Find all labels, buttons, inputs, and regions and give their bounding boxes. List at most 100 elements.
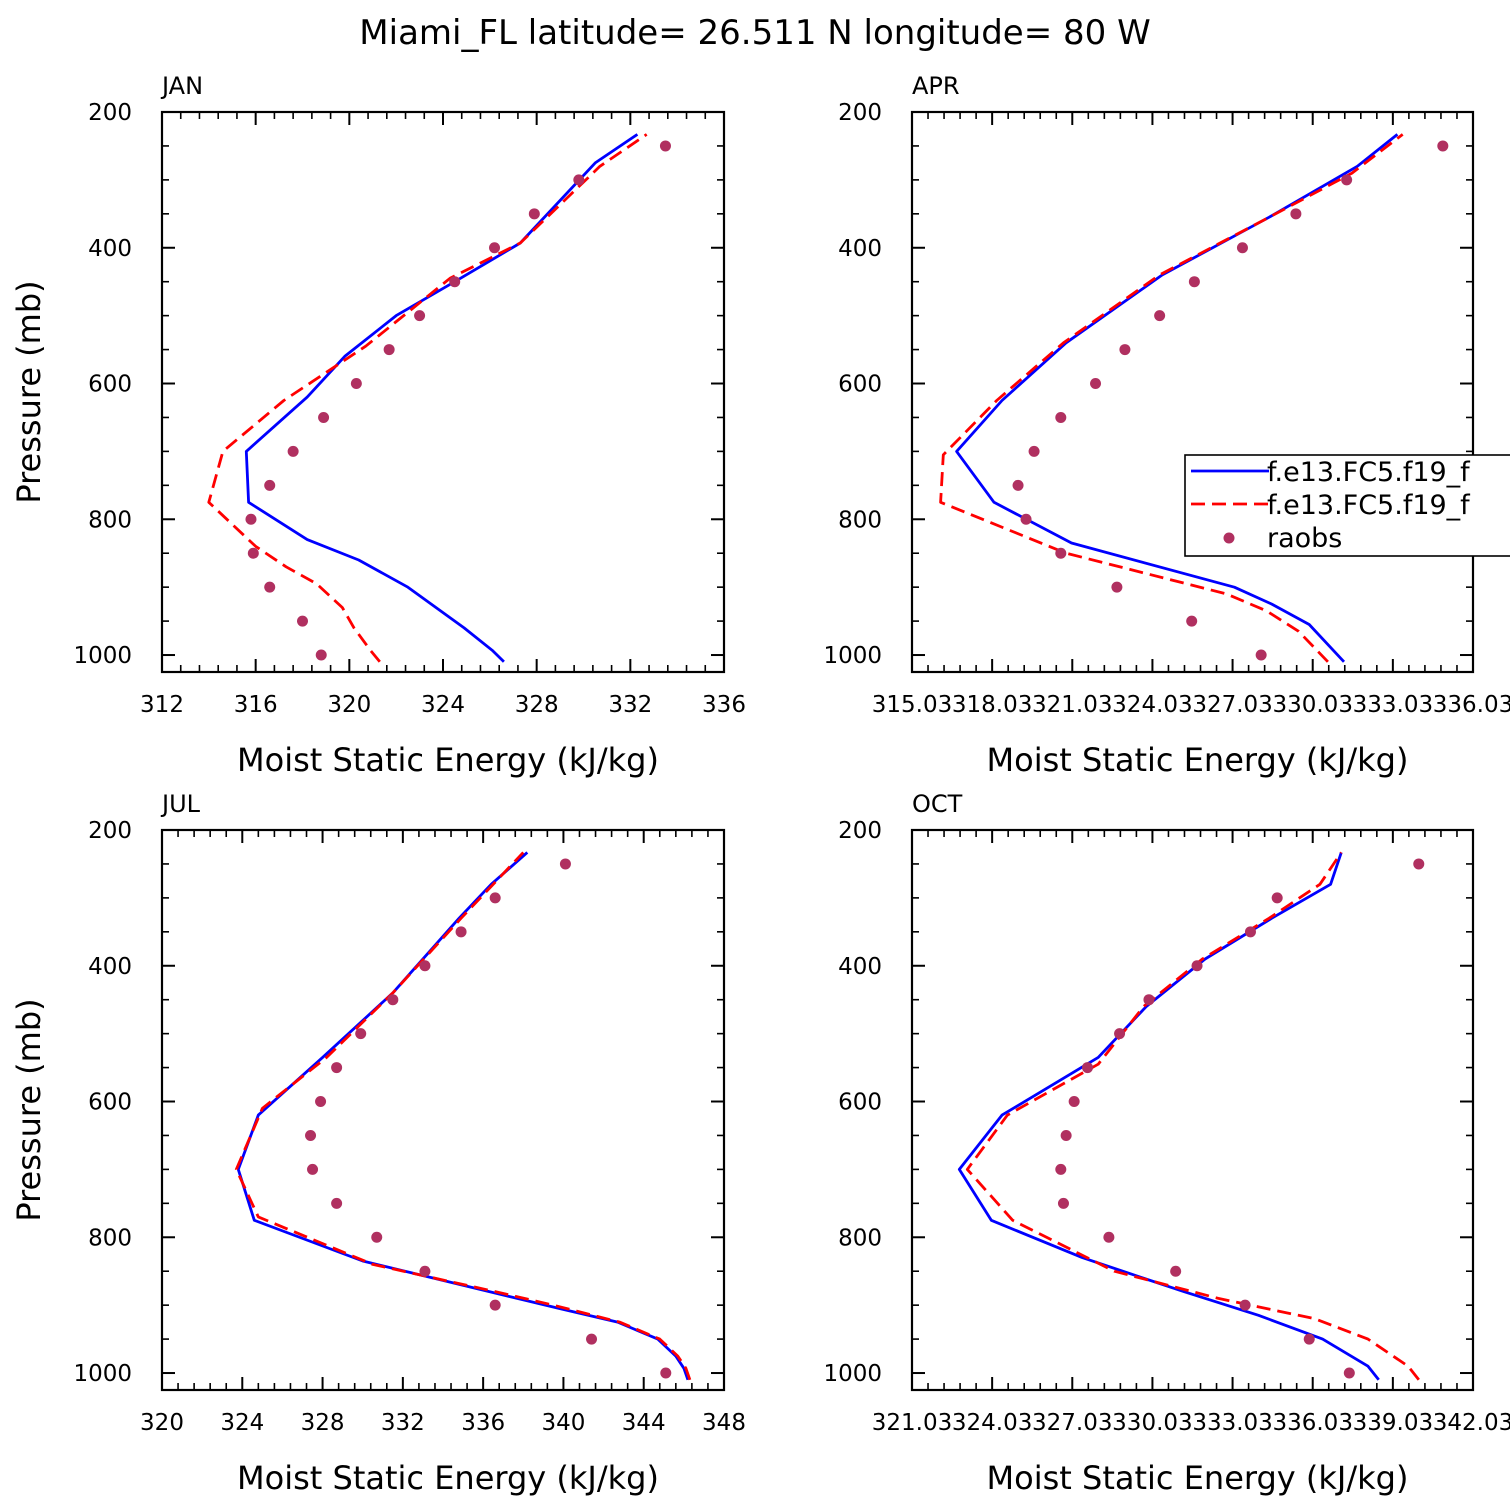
x-axis-title: Moist Static Energy (kJ/kg) bbox=[237, 1459, 659, 1497]
x-axis-title: Moist Static Energy (kJ/kg) bbox=[987, 1459, 1409, 1497]
raobs-point bbox=[1020, 513, 1032, 525]
x-tick-label: 327.03 bbox=[1192, 692, 1272, 718]
raobs-point bbox=[371, 1231, 383, 1243]
raobs-point bbox=[455, 926, 467, 938]
raobs-point bbox=[419, 1265, 431, 1277]
raobs-point bbox=[1271, 892, 1283, 904]
y-tick-label: 800 bbox=[88, 507, 132, 533]
raobs-point bbox=[1437, 140, 1449, 152]
raobs-point bbox=[331, 1062, 343, 1074]
x-tick-label: 344 bbox=[622, 1410, 666, 1436]
x-tick-label: 332 bbox=[608, 692, 652, 718]
raobs-point bbox=[1090, 378, 1102, 390]
raobs-point bbox=[1290, 208, 1302, 220]
x-tick-label: 318.03 bbox=[952, 692, 1032, 718]
y-tick-label: 200 bbox=[838, 100, 882, 126]
raobs-point bbox=[1239, 1299, 1251, 1311]
x-tick-label: 342.03 bbox=[1433, 1410, 1510, 1436]
raobs-point bbox=[350, 378, 362, 390]
y-tick-label: 1000 bbox=[823, 1361, 882, 1387]
series-raobs bbox=[1012, 140, 1449, 661]
x-tick-label: 327.03 bbox=[1032, 1410, 1112, 1436]
panels: JAN 312 316 320 324 328 332 336 200 400 600 800 1000… bbox=[10, 72, 1510, 1497]
y-tick-label: 600 bbox=[88, 372, 132, 398]
raobs-point bbox=[489, 242, 501, 254]
series-line-solid bbox=[244, 133, 639, 663]
raobs-point bbox=[355, 1028, 367, 1040]
raobs-point bbox=[659, 140, 671, 152]
y-tick-label: 400 bbox=[88, 236, 132, 262]
panel-title: JUL bbox=[160, 790, 201, 818]
raobs-point bbox=[1343, 1367, 1355, 1379]
figure-title: Miami_FL latitude= 26.511 N longitude= 8… bbox=[359, 13, 1150, 53]
series-line-solid bbox=[955, 133, 1399, 663]
x-tick-label: 336.03 bbox=[1272, 1410, 1352, 1436]
panel-title: OCT bbox=[912, 790, 963, 818]
panel-jul: JUL 320 324 328 332 336 340 344 348 200 400 600 800 1… bbox=[10, 790, 746, 1497]
y-tick-label: 400 bbox=[88, 954, 132, 980]
series-raobs bbox=[1055, 858, 1425, 1379]
x-tick-label: 324 bbox=[421, 692, 465, 718]
legend-label: f.e13.FC5.f19_f bbox=[1267, 457, 1471, 488]
raobs-point bbox=[264, 479, 276, 491]
panel-title: APR bbox=[912, 72, 960, 100]
y-tick-label: 600 bbox=[838, 372, 882, 398]
raobs-point bbox=[1236, 242, 1248, 254]
y-tick-label: 1000 bbox=[73, 643, 132, 669]
raobs-point bbox=[1255, 649, 1267, 661]
raobs-point bbox=[1055, 411, 1067, 423]
y-axis-title: Pressure (mb) bbox=[10, 280, 48, 503]
y-tick-label: 600 bbox=[88, 1090, 132, 1116]
raobs-point bbox=[1413, 858, 1425, 870]
series-line-dashed bbox=[234, 851, 692, 1381]
x-tick-label: 324.03 bbox=[952, 1410, 1032, 1436]
x-tick-label: 333.03 bbox=[1353, 692, 1433, 718]
raobs-point bbox=[1186, 615, 1198, 627]
raobs-point bbox=[264, 581, 276, 593]
raobs-point bbox=[1191, 960, 1203, 972]
series-line-solid bbox=[236, 851, 690, 1381]
raobs-point bbox=[528, 208, 540, 220]
plot-frame bbox=[910, 110, 1475, 674]
series-line-dashed bbox=[965, 851, 1420, 1381]
raobs-point bbox=[1170, 1265, 1182, 1277]
x-tick-label: 340 bbox=[541, 1410, 585, 1436]
x-tick-label: 339.03 bbox=[1353, 1410, 1433, 1436]
y-axis-title: Pressure (mb) bbox=[10, 998, 48, 1221]
raobs-point bbox=[1303, 1333, 1315, 1345]
raobs-point bbox=[383, 344, 395, 356]
raobs-point bbox=[318, 411, 330, 423]
raobs-point bbox=[559, 858, 571, 870]
plot-frame bbox=[160, 110, 726, 674]
y-tick-label: 1000 bbox=[823, 643, 882, 669]
y-tick-label: 200 bbox=[88, 100, 132, 126]
x-tick-label: 336 bbox=[461, 1410, 505, 1436]
raobs-point bbox=[1188, 276, 1200, 288]
raobs-point bbox=[287, 445, 299, 457]
x-tick-label: 336 bbox=[702, 692, 746, 718]
series-line-dashed bbox=[207, 133, 648, 663]
x-tick-label: 321.03 bbox=[1032, 692, 1112, 718]
raobs-point bbox=[1028, 445, 1040, 457]
raobs-point bbox=[387, 994, 399, 1006]
plot-frame bbox=[160, 828, 726, 1392]
x-tick-label: 328 bbox=[515, 692, 559, 718]
raobs-point bbox=[414, 310, 426, 322]
raobs-point bbox=[449, 276, 461, 288]
raobs-point bbox=[1154, 310, 1166, 322]
raobs-point bbox=[1082, 1062, 1094, 1074]
raobs-point bbox=[1057, 1197, 1069, 1209]
x-tick-label: 315.03 bbox=[872, 692, 952, 718]
raobs-point bbox=[297, 615, 308, 627]
raobs-point bbox=[1055, 1163, 1067, 1175]
x-tick-label: 348 bbox=[702, 1410, 746, 1436]
x-tick-label: 336.03 bbox=[1433, 692, 1510, 718]
x-tick-label: 324.03 bbox=[1112, 692, 1192, 718]
legend-label: f.e13.FC5.f19_f bbox=[1267, 490, 1471, 521]
y-tick-label: 1000 bbox=[73, 1361, 132, 1387]
series-line-dashed bbox=[939, 133, 1404, 663]
x-tick-label: 320 bbox=[140, 1410, 184, 1436]
y-tick-label: 800 bbox=[838, 1225, 882, 1251]
